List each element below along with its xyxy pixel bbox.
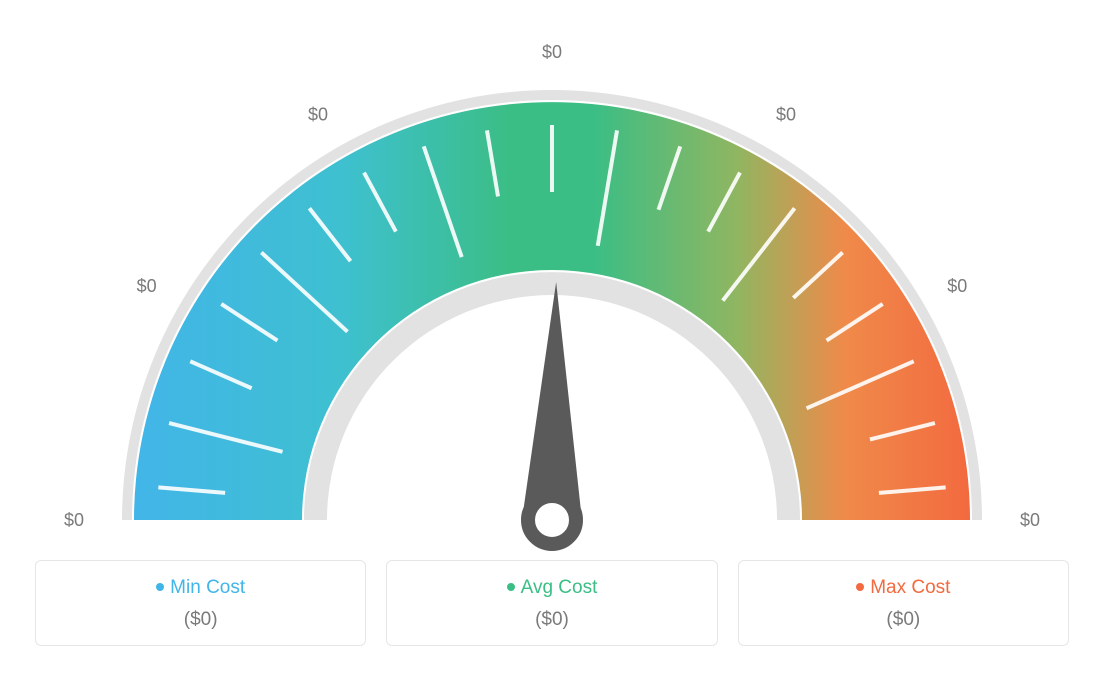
legend-label: Avg Cost [387,577,716,599]
legend-dot-icon [856,583,864,591]
legend-card: Min Cost ($0) [35,560,366,646]
legend-label-text: Avg Cost [521,577,598,598]
legend-card: Avg Cost ($0) [386,560,717,646]
gauge-svg: $0 $0 $0 $0 $0 $0 $0 [0,0,1104,560]
gauge-chart: $0 $0 $0 $0 $0 $0 $0 [0,0,1104,560]
legend-label-text: Min Cost [170,577,245,598]
gauge-needle-hub [528,496,576,544]
legend-dot-icon [507,583,515,591]
legend-value: ($0) [387,609,716,631]
legend-dot-icon [156,583,164,591]
gauge-axis-label: $0 [137,276,157,296]
legend-label: Max Cost [739,577,1068,599]
legend-label: Min Cost [36,577,365,599]
gauge-axis-label: $0 [64,510,84,530]
legend-value: ($0) [739,609,1068,631]
legend-card: Max Cost ($0) [738,560,1069,646]
gauge-axis-label: $0 [947,276,967,296]
legend-row: Min Cost ($0) Avg Cost ($0) Max Cost ($0) [0,560,1104,646]
gauge-axis-label: $0 [776,105,796,125]
legend-value: ($0) [36,609,365,631]
gauge-axis-label: $0 [1020,510,1040,530]
gauge-axis-label: $0 [542,42,562,62]
legend-label-text: Max Cost [870,577,950,598]
gauge-axis-label: $0 [308,105,328,125]
